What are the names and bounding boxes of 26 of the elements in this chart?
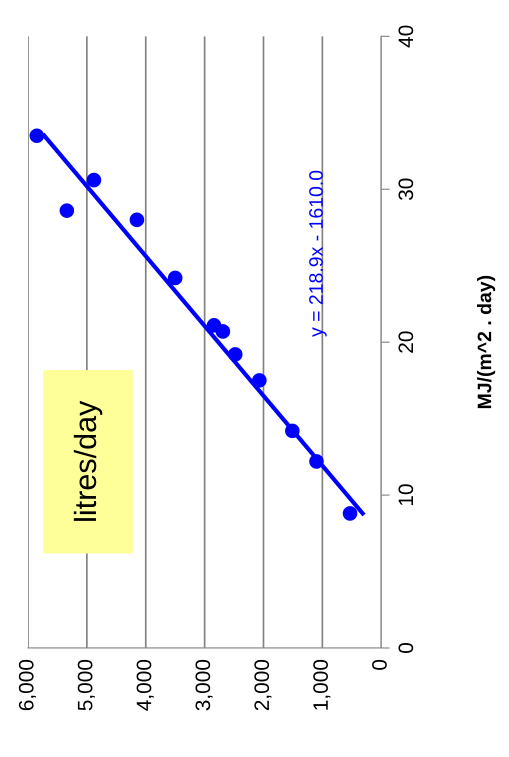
- point: [30, 128, 44, 144]
- y-tick-label: 0: [398, 643, 414, 653]
- y-axis-title: MJ/(m^2 . day): [477, 276, 496, 408]
- x-tick-label: 2,000: [254, 660, 272, 710]
- point: [252, 373, 267, 388]
- point: [342, 506, 358, 521]
- y-tick-label: 40: [398, 26, 414, 48]
- annotation: y = 218.9x - 1610.0: [309, 170, 327, 337]
- point: [285, 424, 300, 438]
- x-tick-label: 3,000: [195, 660, 213, 710]
- y-tick-label: 30: [398, 178, 414, 200]
- x-tick-label: 6,000: [18, 660, 36, 710]
- annotation: litres/day: [74, 400, 102, 521]
- point: [86, 172, 102, 188]
- x-tick-label: 1,000: [313, 660, 330, 710]
- point: [309, 454, 324, 469]
- y-tick-label: 10: [398, 484, 414, 506]
- x-tick-label: 0: [372, 660, 387, 670]
- point: [216, 324, 230, 339]
- point: [130, 212, 144, 228]
- x-tick-label: 4,000: [136, 660, 154, 711]
- point: [168, 270, 182, 286]
- y-tick-label: 20: [398, 331, 414, 353]
- point: [228, 347, 243, 362]
- point: [60, 203, 74, 218]
- x-tick-label: 5,000: [78, 660, 95, 710]
